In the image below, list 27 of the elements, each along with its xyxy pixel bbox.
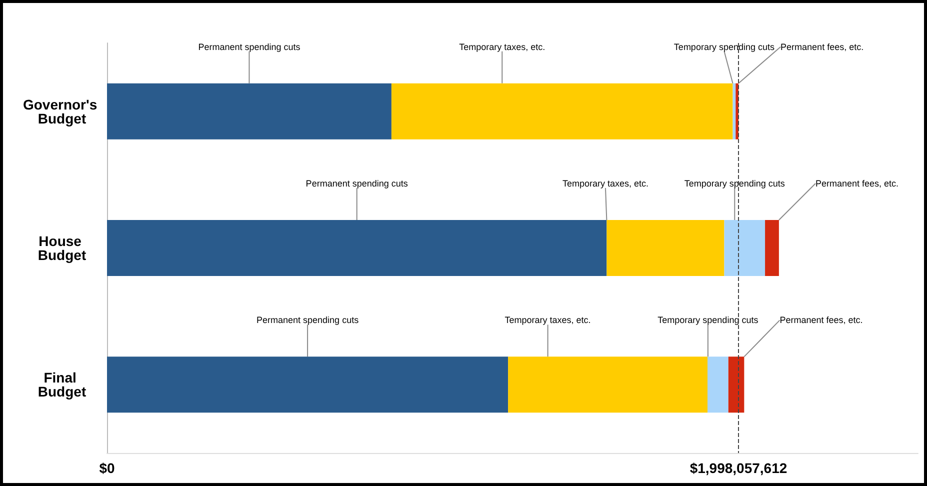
- text: Permanent fees, etc.: [815, 178, 899, 188]
- bar: [107, 83, 392, 140]
- text: Temporary spending cuts: [674, 42, 774, 52]
- bar: [508, 356, 708, 413]
- y-tick-label: Governor's Budget: [22, 96, 102, 126]
- text: Temporary spending cuts: [684, 178, 786, 188]
- y-tick-label: Final Budget: [38, 370, 86, 400]
- y-tick-label: House Budget: [38, 233, 86, 263]
- bar: [107, 220, 607, 276]
- bar: [765, 220, 779, 276]
- bar: [708, 356, 728, 413]
- text: Permanent spending cuts: [256, 315, 359, 326]
- text: Temporary spending cuts: [658, 315, 758, 326]
- x-tick-label: $0: [99, 460, 115, 476]
- bar: [606, 220, 724, 276]
- text: Temporary taxes, etc.: [459, 42, 546, 52]
- bar: [724, 220, 766, 276]
- text: Permanent fees, etc.: [780, 315, 863, 326]
- bar: [728, 356, 744, 413]
- x-tick-label: $1,998,057,612: [690, 460, 788, 476]
- bar: [107, 356, 508, 413]
- text: Permanent spending cuts: [198, 42, 301, 52]
- text: Temporary taxes, etc.: [562, 178, 648, 188]
- text: Permanent spending cuts: [306, 178, 408, 188]
- text: Temporary taxes, etc.: [504, 315, 591, 326]
- bar: [391, 83, 733, 140]
- text: Permanent fees, etc.: [780, 42, 864, 52]
